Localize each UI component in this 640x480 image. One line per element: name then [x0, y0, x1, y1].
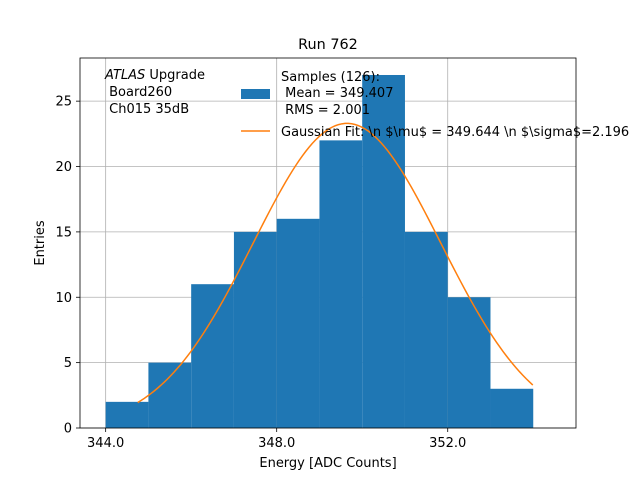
legend-fit-label: Gaussian Fit: \n $\mu$ = 349.644 \n $\si…: [281, 125, 629, 140]
atlas-upgrade: Upgrade: [145, 68, 205, 83]
x-tick-label-2: 352.0: [429, 436, 466, 451]
gaussian-fit-line: [137, 122, 534, 404]
x-axis-label: Energy [ADC Counts]: [259, 456, 396, 471]
y-tick-label-0: 0: [64, 422, 72, 437]
histogram-bar-3: [233, 231, 277, 428]
legend-mean-label: Mean = 349.407: [281, 86, 393, 101]
x-tick-label-0: 344.0: [87, 436, 124, 451]
x-axis-ticks: 344.0 348.0 352.0: [87, 428, 466, 451]
y-tick-label-1: 5: [64, 356, 72, 371]
y-axis-label: Entries: [33, 220, 48, 266]
plot-frame: [79, 57, 577, 429]
histogram-bars: [105, 74, 534, 429]
atlas-italic: ATLAS: [104, 68, 145, 83]
y-tick-label-5: 25: [55, 95, 72, 110]
chart-title: Run 762: [298, 37, 358, 53]
y-axis-ticks: 0 5 10 15 20 25: [55, 95, 80, 437]
atlas-annotation: ATLAS Upgrade Board260 Ch015 35dB: [104, 68, 205, 117]
legend-samples-label: Samples (126):: [281, 70, 380, 85]
histogram-bar-8: [447, 297, 491, 428]
x-tick-label-1: 348.0: [258, 436, 295, 451]
y-tick-label-4: 20: [55, 160, 72, 175]
y-tick-label-2: 10: [55, 291, 72, 306]
histogram-bar-5: [319, 140, 363, 428]
legend-rms-label: RMS = 2.001: [281, 103, 370, 118]
atlas-label: ATLAS Upgrade: [104, 68, 205, 83]
channel-label: Ch015 35dB: [105, 102, 189, 117]
histogram-bar-9: [490, 388, 534, 428]
histogram-bar-6: [362, 74, 405, 429]
histogram-bar-1: [148, 362, 192, 428]
legend: Samples (126): Mean = 349.407 RMS = 2.00…: [241, 70, 629, 140]
histogram-bar-2: [191, 284, 234, 428]
legend-histogram-swatch: [241, 89, 270, 99]
histogram-bar-7: [404, 231, 448, 428]
board-label: Board260: [105, 85, 172, 100]
histogram-bar-4: [276, 218, 320, 428]
y-tick-label-3: 15: [55, 225, 72, 240]
histogram-bar-0: [105, 401, 149, 428]
